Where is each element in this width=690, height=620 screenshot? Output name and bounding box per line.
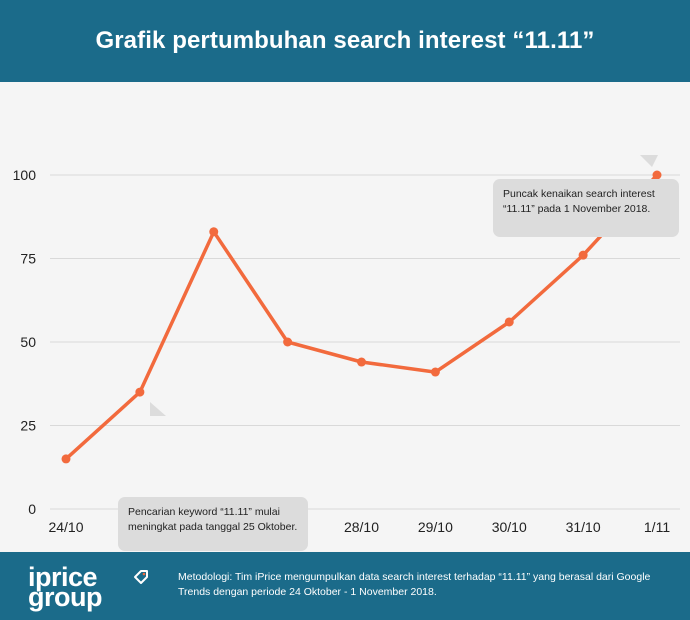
- x-tick-label: 24/10: [48, 519, 83, 535]
- y-tick-label: 25: [20, 418, 36, 434]
- x-tick-label: 1/11: [644, 519, 670, 535]
- data-point: [209, 227, 219, 237]
- x-tick-label: 30/10: [492, 519, 527, 535]
- chart-title: Grafik pertumbuhan search interest “11.1…: [95, 27, 595, 54]
- x-tick-label: 29/10: [418, 519, 453, 535]
- methodology-note: Metodologi: Tim iPrice mengumpulkan data…: [178, 571, 651, 598]
- peak-annotation-text: Puncak kenaikan search interest “11.11” …: [503, 188, 655, 215]
- data-point: [61, 454, 71, 464]
- peak-annotation: Puncak kenaikan search interest “11.11” …: [493, 179, 679, 237]
- x-tick-label: 28/10: [344, 519, 379, 535]
- y-tick-label: 50: [20, 334, 36, 350]
- data-point: [135, 387, 145, 397]
- y-tick-label: 100: [13, 167, 37, 183]
- data-point: [578, 250, 588, 260]
- data-point: [357, 357, 366, 367]
- start-annotation-tail: [150, 402, 166, 416]
- data-point: [652, 170, 662, 180]
- logo-text-group: group: [28, 582, 102, 612]
- footer-bar: iprice group Metodologi: Tim iPrice meng…: [0, 552, 690, 620]
- chart-title-bar: Grafik pertumbuhan search interest “11.1…: [0, 0, 690, 82]
- data-point: [430, 367, 440, 377]
- start-annotation-text: Pencarian keyword “11.11” mulai meningka…: [128, 506, 298, 533]
- price-tag-icon: [134, 570, 148, 584]
- data-point: [504, 317, 514, 327]
- grid-lines: [50, 174, 680, 510]
- callout-tails: [150, 155, 658, 416]
- y-tick-label: 0: [28, 501, 36, 517]
- iprice-logo: iprice group: [28, 562, 158, 612]
- data-point: [283, 337, 293, 347]
- y-axis-ticks: 0 25 50 75 100: [13, 167, 37, 517]
- data-points: [61, 170, 662, 464]
- x-tick-label: 31/10: [566, 519, 601, 535]
- peak-annotation-tail: [640, 155, 658, 167]
- start-annotation: Pencarian keyword “11.11” mulai meningka…: [118, 497, 308, 551]
- logo-text-iprice: iprice: [28, 562, 98, 592]
- y-tick-label: 75: [20, 251, 36, 267]
